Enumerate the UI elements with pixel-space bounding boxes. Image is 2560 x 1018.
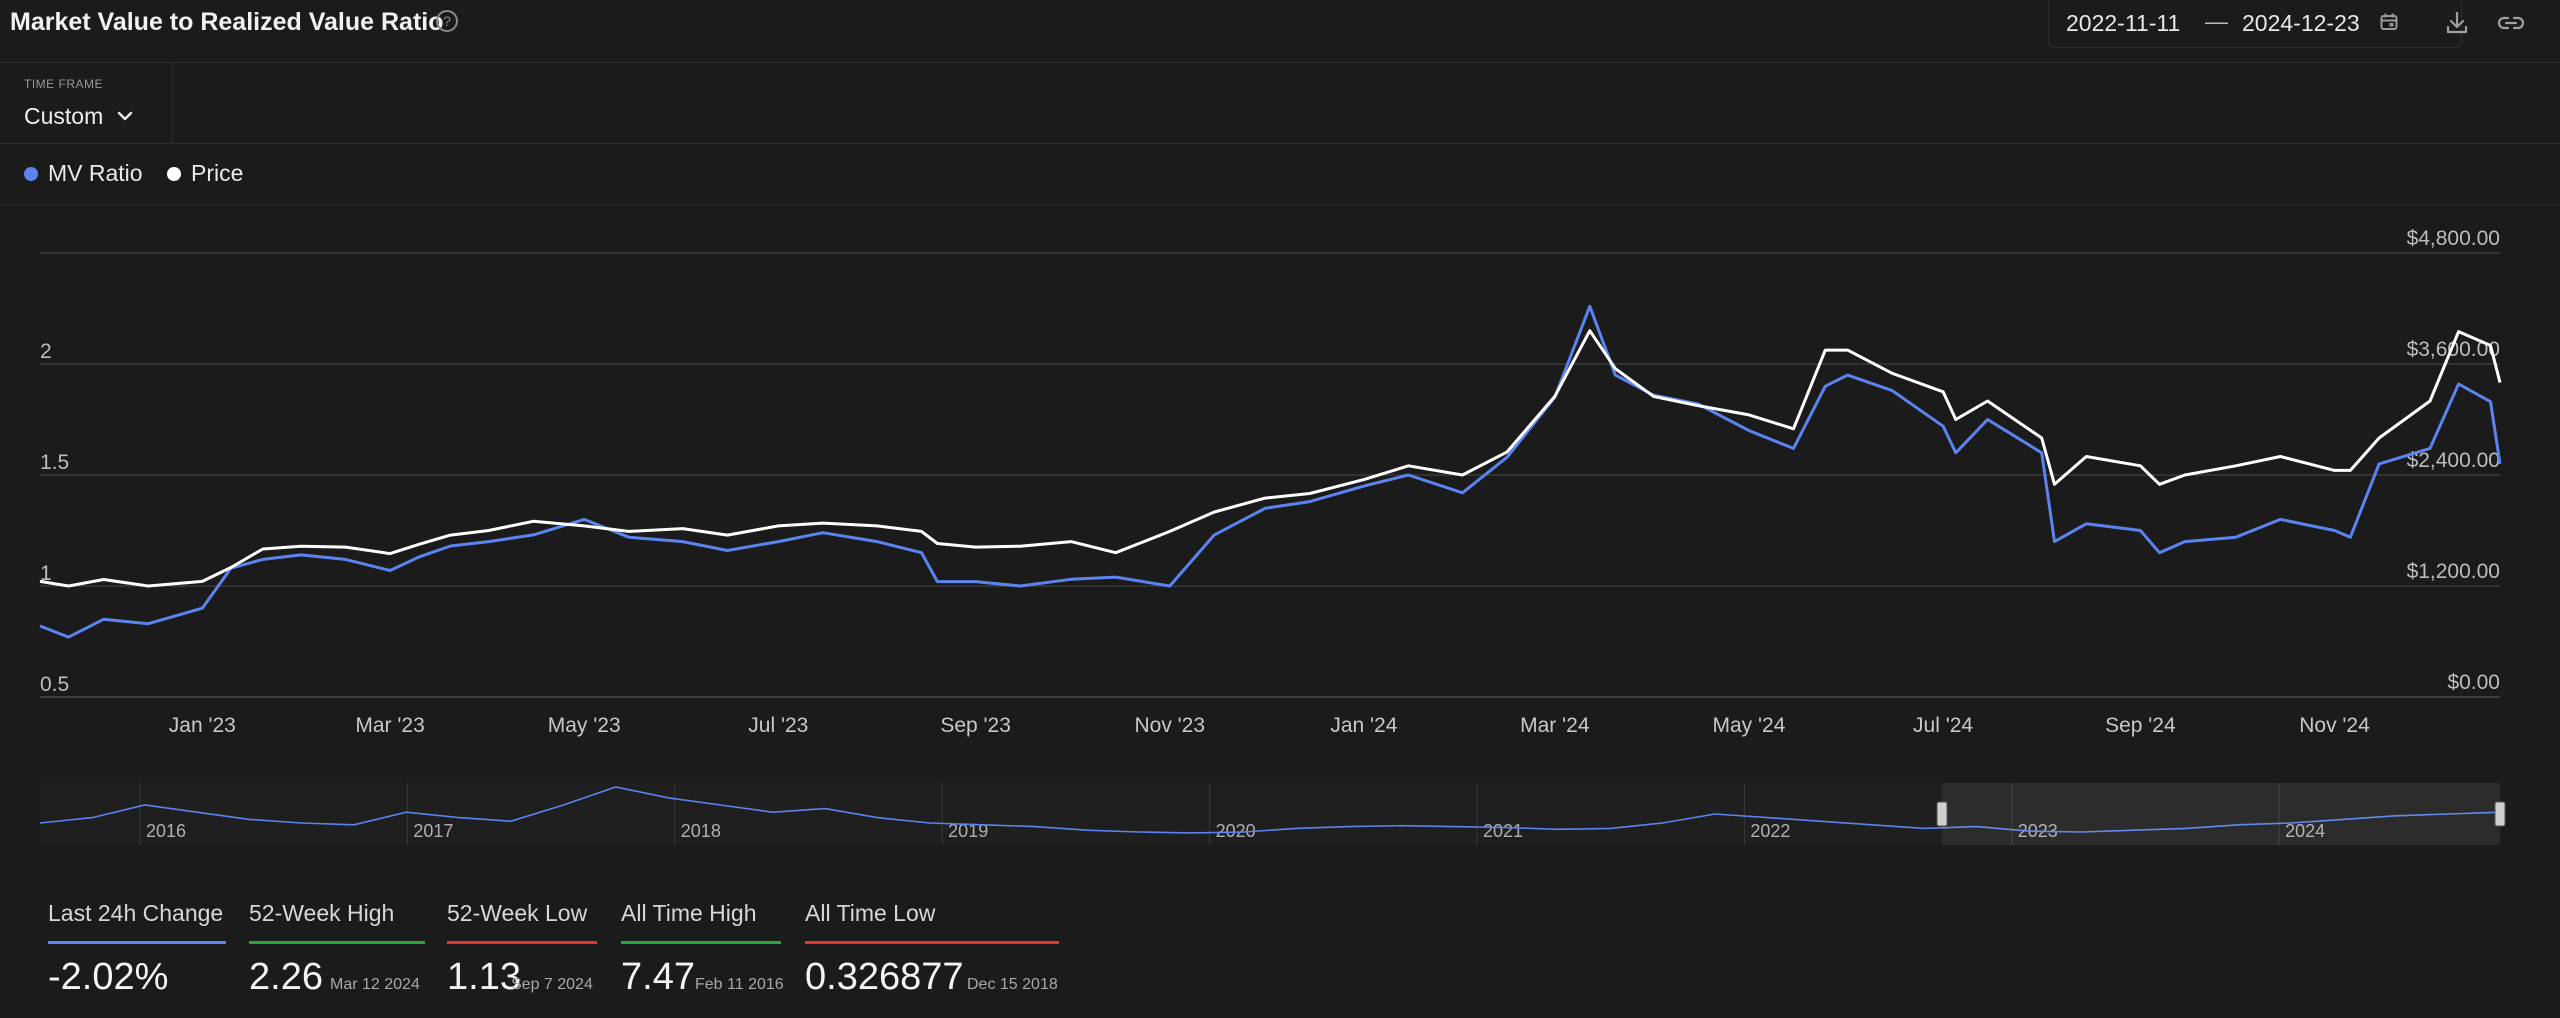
legend-dot-price xyxy=(167,167,181,181)
x-tick-label: Jul '24 xyxy=(1913,714,1973,737)
x-tick-label: Mar '24 xyxy=(1520,714,1590,737)
timeframe-label: TIME FRAME xyxy=(24,77,103,91)
stat-label: Last 24h Change xyxy=(48,900,224,926)
legend-label-mv-ratio: MV Ratio xyxy=(48,160,143,186)
stat-date: Mar 12 2024 xyxy=(330,976,420,993)
y-right-tick-label: $1,200.00 xyxy=(2407,560,2500,583)
page-title: Market Value to Realized Value Ratio xyxy=(10,8,444,36)
x-tick-label: Nov '23 xyxy=(1134,714,1205,737)
x-tick-label: Jul '23 xyxy=(748,714,808,737)
navigator-year-label: 2018 xyxy=(681,821,721,841)
y-left-tick-label: 1 xyxy=(40,562,52,585)
stat-value: 1.13 xyxy=(447,956,521,998)
x-tick-label: Jan '24 xyxy=(1330,714,1397,737)
stat-value: 7.47 xyxy=(621,956,695,998)
stat-value: -2.02% xyxy=(48,956,169,998)
stat-date: Sep 7 2024 xyxy=(511,976,593,993)
y-right-tick-label: $3,600.00 xyxy=(2407,338,2500,361)
stat-bar-last-24h xyxy=(48,941,226,944)
y-right-tick-label: $2,400.00 xyxy=(2407,449,2500,472)
chart-area[interactable]: $0.00 $1,200.00 $2,400.00 $3,600.00 $4,800.0… xyxy=(0,205,2560,855)
series-mv-ratio-line xyxy=(39,304,2502,639)
x-tick-label: Sep '24 xyxy=(2105,714,2176,737)
navigator-year-label: 2021 xyxy=(1483,821,1523,841)
x-tick-label: Sep '23 xyxy=(940,714,1011,737)
date-range-picker[interactable]: 2022-11-11 — 2024-12-23 xyxy=(2048,0,2462,48)
navigator-year-label: 2024 xyxy=(2285,821,2325,841)
chevron-down-icon[interactable] xyxy=(116,110,134,122)
legend-dot-mv-ratio xyxy=(24,167,38,181)
navigator-handle-right[interactable] xyxy=(2494,801,2506,827)
stat-value: 0.326877 xyxy=(805,956,964,998)
divider xyxy=(0,204,2560,205)
stats-panel: Last 24h Change -2.02% 52-Week High 2.26… xyxy=(0,890,2560,1018)
stat-date: Dec 15 2018 xyxy=(967,976,1058,993)
series-price-line xyxy=(39,329,2502,588)
x-tick-label: Jan '23 xyxy=(169,714,236,737)
navigator-selection xyxy=(1942,783,2500,845)
stat-label: 52-Week High xyxy=(249,900,395,926)
y-left-tick-label: 1.5 xyxy=(40,451,69,474)
divider xyxy=(0,143,2560,144)
header-bar: Market Value to Realized Value Ratio ? 2… xyxy=(0,0,2560,63)
date-to[interactable]: 2024-12-23 xyxy=(2242,10,2360,36)
calendar-icon[interactable] xyxy=(2379,12,2399,32)
x-tick-label: Mar '23 xyxy=(355,714,424,737)
navigator-handle-left[interactable] xyxy=(1936,801,1948,827)
stat-bar-52-week-low xyxy=(447,941,597,944)
x-tick-label: May '24 xyxy=(1713,714,1786,737)
x-tick-label: May '23 xyxy=(548,714,621,737)
navigator-year-label: 2019 xyxy=(948,821,988,841)
navigator-year-label: 2016 xyxy=(146,821,186,841)
navigator-year-label: 2022 xyxy=(1750,821,1790,841)
x-tick-label: Nov '24 xyxy=(2299,714,2370,737)
y-right-tick-label: $0.00 xyxy=(2447,671,2500,694)
stat-label: 52-Week Low xyxy=(447,900,588,926)
date-from[interactable]: 2022-11-11 xyxy=(2066,10,2181,36)
stat-label: All Time Low xyxy=(805,900,936,926)
stat-bar-52-week-high xyxy=(249,941,425,944)
download-icon[interactable] xyxy=(2444,10,2470,36)
y-right-tick-label: $4,800.00 xyxy=(2407,227,2500,250)
help-icon[interactable]: ? xyxy=(436,10,458,32)
navigator-year-label: 2020 xyxy=(1216,821,1256,841)
stat-label: All Time High xyxy=(621,900,757,926)
timeframe-dropdown[interactable]: Custom xyxy=(24,103,104,129)
y-left-tick-label: 0.5 xyxy=(40,673,69,696)
stat-value: 2.26 xyxy=(249,956,323,998)
navigator-year-label: 2017 xyxy=(413,821,453,841)
stat-bar-all-time-high xyxy=(621,941,781,944)
legend-label-price: Price xyxy=(191,160,244,186)
stat-bar-all-time-low xyxy=(805,941,1059,944)
stat-date: Feb 11 2016 xyxy=(695,976,784,993)
y-left-tick-label: 2 xyxy=(40,340,52,363)
date-separator: — xyxy=(2205,8,2228,34)
timeframe-selector[interactable]: TIME FRAME Custom xyxy=(0,63,173,143)
link-icon[interactable] xyxy=(2496,11,2526,35)
navigator-series-line xyxy=(39,786,2501,834)
navigator-background xyxy=(40,783,2500,845)
